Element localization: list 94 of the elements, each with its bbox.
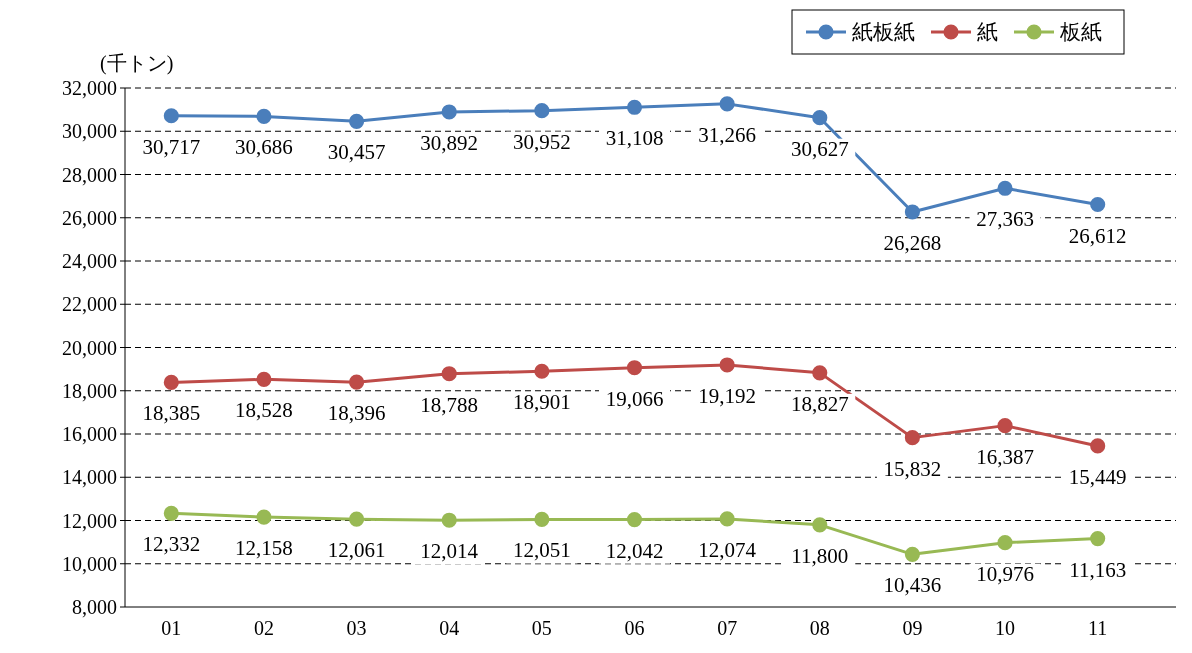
y-tick-label: 22,000 [62, 293, 117, 316]
data-label: 11,800 [791, 543, 849, 568]
data-label: 12,074 [698, 537, 757, 562]
y-tick-label: 14,000 [62, 466, 117, 489]
point [1090, 438, 1106, 454]
y-tick-label: 8,000 [72, 596, 117, 618]
point [904, 204, 920, 220]
data-label: 15,832 [883, 456, 942, 481]
point [1090, 196, 1106, 213]
data-label: 11,163 [1069, 557, 1127, 582]
x-tick-label: 05 [531, 617, 552, 639]
x-tick-label: 01 [161, 617, 182, 639]
point [812, 517, 828, 533]
point [441, 366, 457, 382]
data-label: 26,268 [883, 230, 942, 255]
point [904, 430, 920, 446]
point [719, 511, 735, 527]
point [904, 546, 920, 562]
data-label: 12,061 [327, 538, 386, 563]
point [997, 418, 1013, 434]
point [719, 96, 735, 112]
data-label: 12,042 [605, 538, 664, 563]
data-label: 15,449 [1068, 464, 1127, 489]
point [349, 374, 365, 390]
data-label: 16,387 [976, 444, 1034, 469]
legend-label: 板紙 [1059, 20, 1102, 45]
data-label: 30,892 [420, 130, 479, 155]
y-tick-label: 30,000 [62, 120, 117, 143]
data-label: 12,332 [142, 532, 201, 557]
point [626, 360, 643, 376]
y-tick-label: 18,000 [62, 379, 117, 402]
point [163, 108, 179, 124]
x-tick-label: 02 [253, 617, 274, 639]
point [812, 365, 828, 381]
point [256, 509, 272, 525]
point [441, 104, 457, 120]
data-label: 31,266 [698, 122, 757, 147]
point [997, 180, 1013, 196]
x-tick-label: 08 [809, 617, 830, 639]
x-tick-label: 07 [717, 617, 738, 639]
data-label: 31,108 [605, 126, 664, 151]
data-label: 18,827 [790, 391, 849, 416]
data-label: 12,014 [420, 539, 479, 564]
point [349, 511, 365, 527]
data-label: 18,901 [512, 390, 571, 415]
legend-label: 紙板紙 [852, 20, 915, 45]
data-label: 10,436 [883, 573, 942, 598]
point [256, 371, 272, 387]
y-tick-label: 16,000 [62, 423, 117, 445]
y-axis-title: (千トン) [100, 52, 174, 75]
point [626, 512, 643, 528]
point [163, 505, 179, 521]
x-tick-label: 03 [346, 617, 367, 639]
y-tick-label: 20,000 [62, 336, 117, 359]
data-label: 18,528 [235, 398, 293, 423]
x-tick-label: 04 [439, 617, 460, 639]
data-label: 18,396 [327, 401, 386, 426]
data-label: 18,385 [142, 401, 201, 426]
y-tick-label: 12,000 [62, 509, 117, 532]
data-label: 30,717 [142, 134, 201, 159]
data-label: 18,788 [420, 392, 479, 417]
data-label: 12,158 [235, 536, 293, 561]
point [163, 374, 179, 390]
y-tick-label: 26,000 [62, 206, 117, 229]
x-tick-label: 10 [995, 617, 1016, 639]
point [534, 363, 550, 379]
point [534, 511, 550, 527]
point [349, 113, 365, 129]
data-label: 19,066 [605, 386, 664, 411]
data-label: 19,192 [698, 383, 757, 408]
point [719, 357, 735, 373]
data-label: 30,457 [327, 140, 386, 165]
data-label: 30,627 [790, 136, 849, 161]
x-tick-label: 09 [902, 617, 923, 639]
data-label: 30,952 [512, 129, 571, 154]
y-tick-label: 28,000 [62, 163, 117, 186]
point [812, 110, 828, 126]
legend-label: 紙 [977, 20, 998, 45]
y-tick-label: 24,000 [62, 250, 117, 272]
x-tick-label: 06 [624, 617, 645, 639]
point [256, 108, 272, 124]
data-label: 30,686 [235, 135, 293, 160]
y-tick-label: 10,000 [62, 552, 117, 575]
data-label: 12,051 [512, 538, 571, 563]
x-tick-label: 11 [1088, 617, 1108, 639]
point [997, 535, 1013, 551]
data-label: 26,612 [1068, 223, 1127, 248]
data-label: 10,976 [976, 561, 1034, 586]
y-tick-label: 32,000 [62, 77, 117, 99]
point [534, 103, 550, 119]
point [1090, 531, 1106, 547]
point [626, 99, 643, 115]
point [441, 512, 457, 528]
data-label: 27,363 [976, 207, 1034, 232]
